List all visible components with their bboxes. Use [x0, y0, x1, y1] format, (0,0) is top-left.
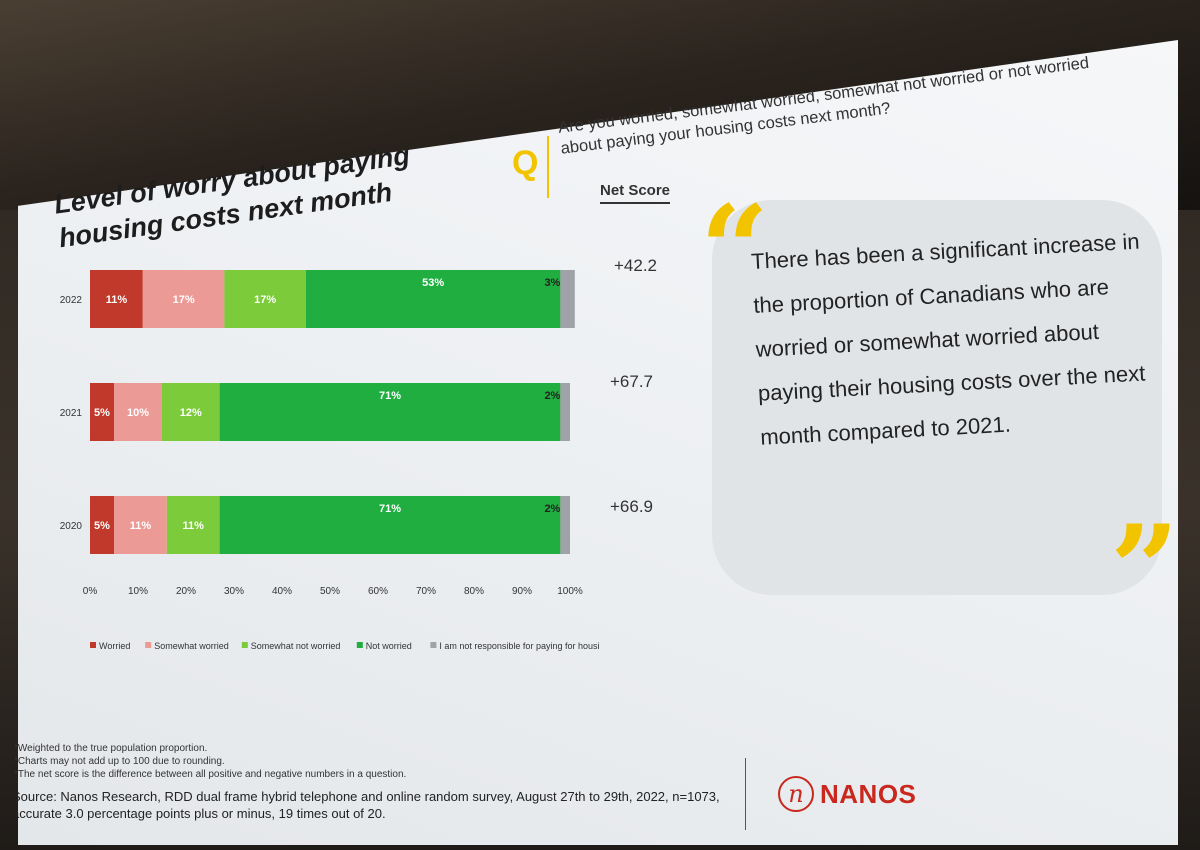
nanos-logo: n NANOS — [778, 776, 916, 812]
legend-label-4: I am not responsible for paying for hous… — [439, 641, 600, 651]
legend-swatch-3 — [356, 642, 363, 648]
data-label-2020-3: 71% — [379, 503, 401, 515]
question-divider — [547, 136, 549, 198]
data-label-2022-4: 3% — [544, 277, 560, 289]
source-note: Source: Nanos Research, RDD dual frame h… — [12, 789, 720, 821]
x-tick-label-5: 50% — [320, 586, 340, 597]
data-label-2020-4: 2% — [544, 503, 560, 515]
net-score-2020: +66.9 — [610, 497, 654, 516]
bar-segment-2021-2 — [162, 383, 220, 441]
legend-label-3: Not worried — [366, 641, 412, 651]
footer-divider — [745, 758, 746, 830]
bar-segment-2020-1 — [114, 496, 167, 554]
bar-segment-2021-1 — [114, 383, 162, 441]
data-label-2022-0: 11% — [106, 294, 128, 306]
x-tick-label-9: 90% — [512, 586, 532, 597]
bar-segment-2021-0 — [90, 383, 114, 441]
y-tick-label-2021: 2021 — [60, 408, 83, 419]
data-label-2022-3: 53% — [422, 277, 444, 289]
data-label-2020-0: 5% — [94, 520, 110, 532]
net-score-2022: +42.2 — [614, 256, 658, 275]
legend-swatch-1 — [145, 642, 152, 648]
data-label-2020-2: 11% — [182, 520, 204, 532]
x-tick-label-4: 40% — [272, 586, 292, 597]
x-tick-label-1: 10% — [128, 586, 148, 597]
bar-segment-2020-0 — [90, 496, 114, 554]
bar-segment-2022-0 — [90, 270, 143, 328]
net-score-header: Net Score — [600, 182, 671, 204]
x-tick-label-10: 100% — [557, 586, 583, 597]
close-quote-icon: ” — [1110, 499, 1180, 640]
legend-swatch-2 — [241, 642, 248, 648]
bar-segment-2021-4 — [560, 383, 570, 441]
data-label-2021-4: 2% — [544, 390, 560, 402]
x-tick-label-2: 20% — [176, 586, 196, 597]
bar-segment-2020-2 — [166, 496, 220, 554]
x-tick-label-7: 70% — [416, 586, 436, 597]
data-label-2021-0: 5% — [94, 407, 110, 419]
legend-swatch-0 — [90, 642, 96, 648]
footnotes: *Weighted to the true population proport… — [14, 742, 406, 781]
legend-label-2: Somewhat not worried — [251, 641, 341, 651]
x-tick-label-0: 0% — [83, 586, 98, 597]
bar-segment-2020-4 — [560, 496, 570, 554]
x-tick-label-6: 60% — [368, 586, 388, 597]
data-label-2022-2: 17% — [254, 294, 276, 306]
open-quote-icon: “ — [700, 179, 770, 320]
bar-segment-2021-3 — [219, 383, 561, 441]
bar-segment-2022-2 — [224, 270, 306, 328]
y-tick-label-2020: 2020 — [60, 521, 83, 532]
x-tick-label-8: 80% — [464, 586, 484, 597]
legend-label-0: Worried — [99, 641, 130, 651]
question-q-icon: Q — [512, 144, 539, 182]
bar-segment-2022-3 — [306, 270, 561, 328]
net-score-2021: +67.7 — [610, 372, 654, 391]
x-tick-label-3: 30% — [224, 586, 244, 597]
nanos-logo-icon: n — [778, 776, 814, 812]
data-label-2021-3: 71% — [379, 390, 401, 402]
bar-segment-2022-4 — [560, 270, 575, 328]
quote-text: There has been a significant increase in… — [750, 228, 1146, 450]
footnote-rounding: *Charts may not add up to 100 due to rou… — [14, 756, 225, 767]
footnote-net-score: *The net score is the difference between… — [14, 769, 407, 780]
legend-label-1: Somewhat worried — [154, 641, 229, 651]
data-label-2021-1: 10% — [127, 407, 149, 419]
data-label-2021-2: 12% — [180, 407, 202, 419]
bar-segment-2020-3 — [219, 496, 561, 554]
bar-segment-2022-1 — [142, 270, 225, 328]
stacked-bar-chart: 2022 11% 17% 17% 53% 3% 2021 5% 10% 12% 71% 2% 2020 5… — [60, 270, 600, 651]
quote-box — [712, 200, 1162, 595]
data-label-2020-1: 11% — [130, 520, 152, 532]
footnote-weighted: *Weighted to the true population proport… — [14, 743, 208, 754]
legend-swatch-4 — [430, 642, 437, 648]
data-label-2022-1: 17% — [173, 294, 195, 306]
nanos-logo-text: NANOS — [820, 778, 917, 809]
y-tick-label-2022: 2022 — [60, 295, 83, 306]
